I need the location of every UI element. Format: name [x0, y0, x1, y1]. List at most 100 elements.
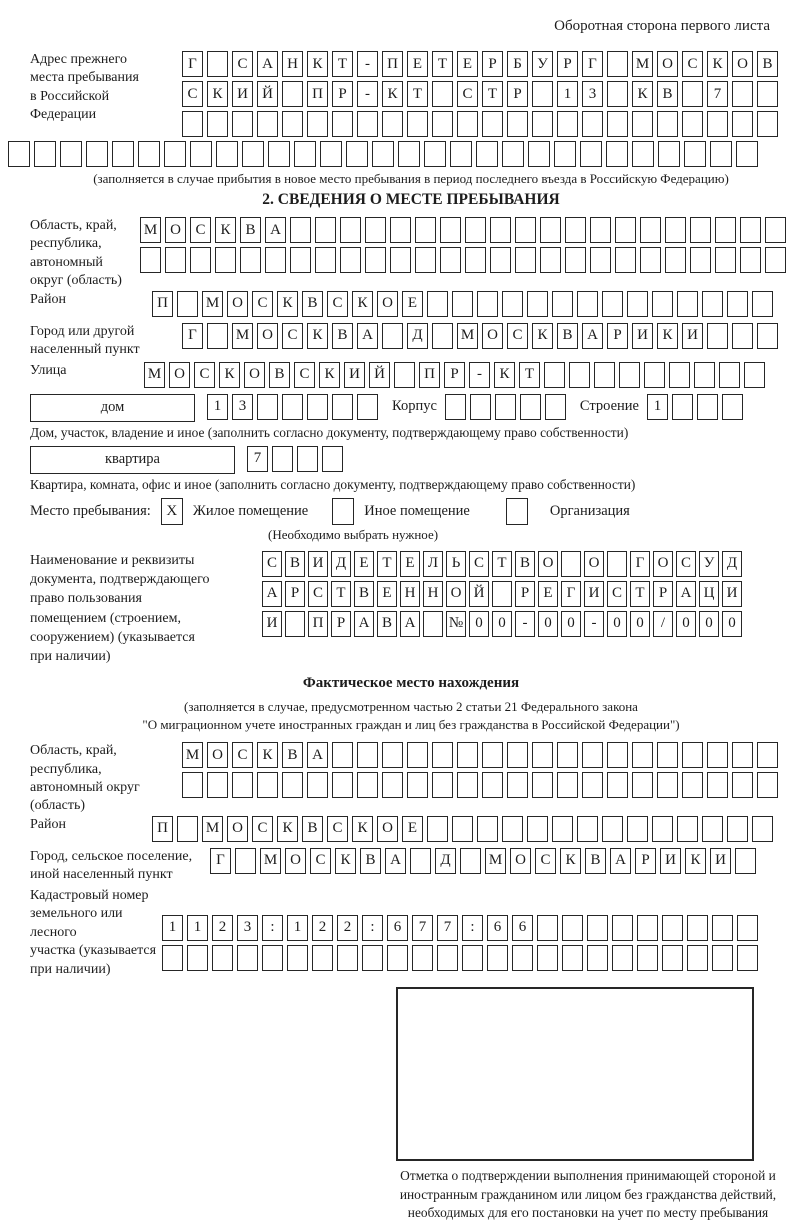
char-box[interactable]	[423, 610, 443, 637]
char-box[interactable]	[387, 944, 408, 971]
char-box[interactable]: 7	[247, 445, 268, 472]
char-box[interactable]: О	[169, 361, 190, 388]
char-box[interactable]: Р	[482, 51, 503, 77]
char-box[interactable]: К	[257, 742, 278, 769]
char-box[interactable]	[357, 742, 378, 769]
char-box[interactable]	[164, 141, 186, 167]
char-box[interactable]: Й	[257, 81, 278, 107]
char-box[interactable]	[432, 111, 453, 137]
char-box[interactable]: 0	[561, 610, 581, 637]
char-box[interactable]	[282, 393, 303, 420]
char-box[interactable]	[424, 141, 446, 167]
char-box[interactable]: О	[482, 322, 503, 349]
char-box[interactable]	[652, 815, 673, 842]
char-box[interactable]	[382, 322, 403, 349]
char-box[interactable]	[492, 580, 512, 607]
char-box[interactable]	[737, 914, 758, 941]
char-box[interactable]	[527, 290, 548, 317]
char-box[interactable]: Р	[507, 81, 528, 107]
char-box[interactable]	[390, 247, 411, 273]
char-box[interactable]	[212, 944, 233, 971]
char-box[interactable]: М	[485, 847, 506, 874]
char-box[interactable]	[357, 393, 378, 420]
char-box[interactable]: А	[357, 322, 378, 349]
char-box[interactable]	[337, 944, 358, 971]
char-box[interactable]: С	[308, 580, 328, 607]
char-box[interactable]	[669, 361, 690, 388]
char-box[interactable]	[577, 290, 598, 317]
char-box[interactable]	[752, 815, 773, 842]
char-box[interactable]	[587, 944, 608, 971]
char-box[interactable]	[490, 217, 511, 243]
char-box[interactable]: -	[584, 610, 604, 637]
char-box[interactable]: В	[354, 580, 374, 607]
char-box[interactable]	[640, 217, 661, 243]
char-box[interactable]	[582, 772, 603, 799]
char-box[interactable]: В	[302, 290, 323, 317]
char-box[interactable]	[632, 772, 653, 799]
char-box[interactable]	[268, 141, 290, 167]
char-box[interactable]	[282, 772, 303, 799]
char-box[interactable]	[619, 361, 640, 388]
char-box[interactable]	[715, 247, 736, 273]
char-box[interactable]	[257, 772, 278, 799]
char-box[interactable]	[477, 815, 498, 842]
char-box[interactable]	[452, 815, 473, 842]
char-box[interactable]	[432, 742, 453, 769]
char-box[interactable]	[606, 141, 628, 167]
char-box[interactable]	[262, 944, 283, 971]
char-box[interactable]	[412, 944, 433, 971]
char-box[interactable]: Р	[557, 51, 578, 77]
char-box[interactable]	[537, 914, 558, 941]
char-box[interactable]	[60, 141, 82, 167]
char-box[interactable]	[677, 815, 698, 842]
char-box[interactable]	[554, 141, 576, 167]
char-box[interactable]: С	[252, 290, 273, 317]
char-box[interactable]: К	[352, 815, 373, 842]
char-box[interactable]: О	[207, 742, 228, 769]
char-box[interactable]: К	[707, 51, 728, 77]
char-box[interactable]: 0	[722, 610, 742, 637]
char-box[interactable]	[612, 944, 633, 971]
char-box[interactable]	[282, 111, 303, 137]
char-box[interactable]	[652, 290, 673, 317]
char-box[interactable]	[440, 217, 461, 243]
char-box[interactable]: П	[152, 290, 173, 317]
char-box[interactable]	[410, 847, 431, 874]
char-box[interactable]	[465, 217, 486, 243]
char-box[interactable]	[415, 247, 436, 273]
char-box[interactable]: 3	[237, 914, 258, 941]
char-box[interactable]	[398, 141, 420, 167]
char-box[interactable]	[382, 111, 403, 137]
char-box[interactable]: К	[382, 81, 403, 107]
char-box[interactable]	[207, 322, 228, 349]
char-box[interactable]	[587, 914, 608, 941]
char-box[interactable]	[290, 247, 311, 273]
char-box[interactable]	[694, 361, 715, 388]
char-box[interactable]	[362, 944, 383, 971]
char-box[interactable]	[765, 247, 786, 273]
char-box[interactable]	[346, 141, 368, 167]
char-box[interactable]: В	[360, 847, 381, 874]
char-box[interactable]	[757, 772, 778, 799]
char-box[interactable]	[710, 141, 732, 167]
char-box[interactable]	[165, 247, 186, 273]
char-box[interactable]	[757, 322, 778, 349]
char-box[interactable]	[86, 141, 108, 167]
char-box[interactable]	[285, 610, 305, 637]
char-box[interactable]: П	[307, 81, 328, 107]
char-box[interactable]	[637, 914, 658, 941]
char-box[interactable]: С	[327, 815, 348, 842]
char-box[interactable]: М	[457, 322, 478, 349]
char-box[interactable]: -	[515, 610, 535, 637]
char-box[interactable]	[740, 247, 761, 273]
char-box[interactable]: О	[227, 290, 248, 317]
char-box[interactable]: Р	[285, 580, 305, 607]
char-box[interactable]	[544, 393, 566, 420]
char-box[interactable]: Т	[519, 361, 540, 388]
char-box[interactable]: С	[194, 361, 215, 388]
char-box[interactable]	[577, 815, 598, 842]
char-box[interactable]: К	[494, 361, 515, 388]
char-box[interactable]: 1	[646, 393, 668, 420]
char-box[interactable]	[407, 111, 428, 137]
